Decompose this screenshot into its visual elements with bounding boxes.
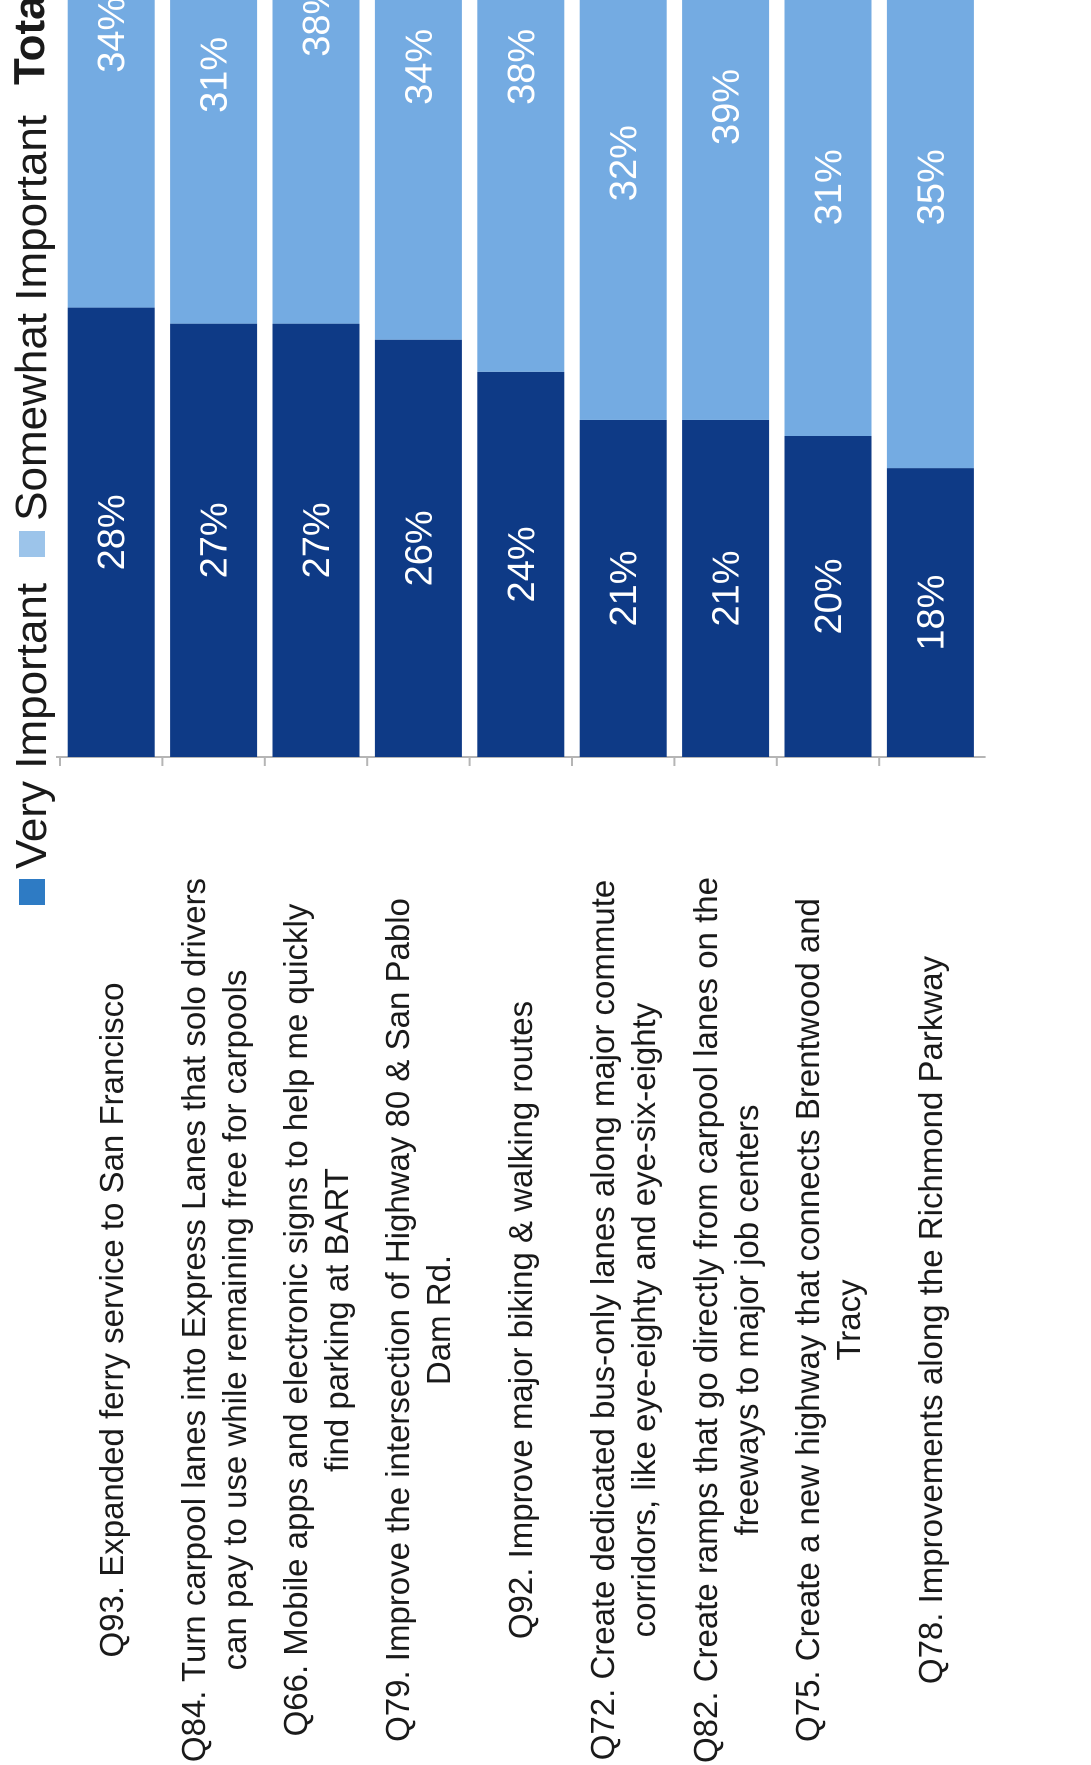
data-label-somewhat-important: 34% xyxy=(91,0,133,73)
bar-very-important xyxy=(272,323,360,757)
data-label-very-important: 27% xyxy=(296,502,338,578)
bar-somewhat-important xyxy=(477,0,565,372)
bar-somewhat-important xyxy=(682,0,770,420)
bar-somewhat-important xyxy=(170,0,258,324)
data-label-very-important: 20% xyxy=(808,558,850,634)
bar-very-important xyxy=(886,468,974,757)
data-label-very-important: 26% xyxy=(398,510,440,586)
data-label-somewhat-important: 35% xyxy=(910,149,952,225)
data-label-very-important: 28% xyxy=(91,494,133,570)
bar-very-important xyxy=(477,371,565,757)
bar-very-important xyxy=(374,339,462,757)
data-label-very-important: 18% xyxy=(910,575,952,651)
bar-somewhat-important xyxy=(374,0,462,340)
data-label-somewhat-important: 32% xyxy=(603,125,645,201)
bar-very-important xyxy=(784,436,872,757)
bar-very-important xyxy=(67,307,155,757)
data-label-somewhat-important: 31% xyxy=(194,37,236,113)
bar-somewhat-important xyxy=(579,0,667,420)
bar-very-important xyxy=(579,419,667,757)
bar-somewhat-important xyxy=(784,0,872,436)
bar-very-important xyxy=(170,323,258,757)
data-label-very-important: 21% xyxy=(603,550,645,626)
data-label-somewhat-important: 34% xyxy=(398,29,440,105)
data-label-somewhat-important: 38% xyxy=(296,0,338,57)
data-label-very-important: 21% xyxy=(706,550,748,626)
bar-somewhat-important xyxy=(272,0,360,324)
data-label-very-important: 27% xyxy=(194,502,236,578)
data-label-somewhat-important: 38% xyxy=(501,29,543,105)
bar-somewhat-important xyxy=(67,0,155,308)
bar-somewhat-important xyxy=(886,0,974,469)
data-label-somewhat-important: 39% xyxy=(706,69,748,145)
data-label-somewhat-important: 31% xyxy=(808,149,850,225)
bar-very-important xyxy=(682,419,770,757)
data-label-very-important: 24% xyxy=(501,526,543,602)
